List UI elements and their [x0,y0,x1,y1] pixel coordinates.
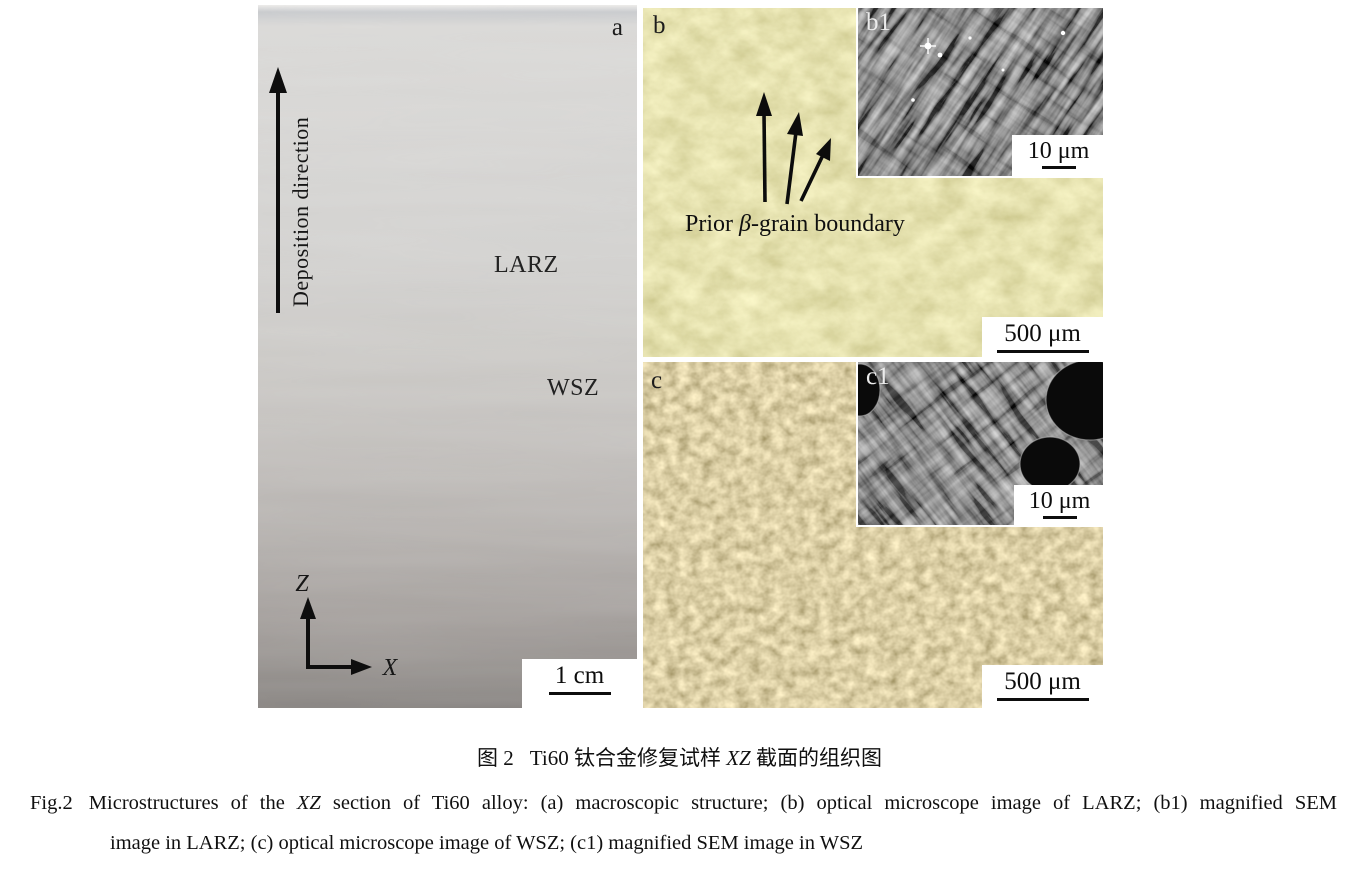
macro-photo-noise [258,5,637,708]
scalebar-c-label: 500 μm [1004,668,1081,695]
panel-label-a: a [611,14,623,41]
panel-a-macro-photo: Z X Deposition direction LARZ WSZ a 1 cm [258,5,637,708]
scalebar-a-line [548,691,611,695]
figure-number-zh: 图 2 [477,746,514,770]
caption-en-post: section of Ti60 alloy: (a) macroscopic s… [320,792,1337,814]
scalebar-box-a: 1 cm [522,659,637,708]
axis-x-label: X [382,655,399,681]
panel-label-c: c [651,367,663,394]
region-label-larz: LARZ [494,252,559,278]
caption-english-line2: image in LARZ; (c) optical microscope im… [110,832,863,854]
annotation-pre: Prior [685,211,739,237]
scalebar-a-label: 1 cm [554,662,605,689]
scalebar-c1-label: 10 μm [1028,488,1091,514]
scalebar-box-b: 500 μm [982,317,1103,357]
caption-zh-pre: Ti60 钛合金修复试样 [529,746,727,770]
caption-english-line1: Fig.2 Microstructures of the XZ section … [30,792,1337,815]
caption-zh-post: 截面的组织图 [750,746,882,770]
deposition-direction-label: Deposition direction [288,116,313,307]
caption-en-italic: XZ [296,792,321,814]
scalebar-b1-line [1041,166,1076,170]
scalebar-box-c1: 10 μm [1014,485,1103,525]
annotation-beta: β [739,211,751,237]
caption-chinese: 图 2 Ti60 钛合金修复试样 XZ 截面的组织图 [0,742,1359,772]
inset-label-c1: c1 [866,363,890,390]
panel-c-optical-wsz: c c1 10 μm [643,362,1103,708]
sem-dark-grains [858,362,1103,492]
scalebar-c-line [996,697,1089,701]
region-label-wsz: WSZ [547,375,600,401]
scalebar-c1-line [1042,516,1077,520]
deposition-arrow-icon: Z X [269,67,399,681]
inset-c1-sem: c1 10 μm [856,362,1103,527]
annotation-post: -grain boundary [750,211,905,237]
axis-z-label: Z [295,571,309,597]
scalebar-b-label: 500 μm [1004,320,1081,347]
grain-boundary-arrows-icon [756,92,831,205]
inset-b1-sem: b1 10 μm [856,8,1103,178]
inset-label-b1: b1 [866,9,891,36]
beta-grain-boundary-annotation: Prior β-grain boundary [685,211,905,238]
scalebar-box-c: 500 μm [982,665,1103,708]
scalebar-b-line [996,349,1089,353]
caption-en-pre: Microstructures of the [88,792,297,814]
panel-b-optical-larz: Prior β-grain boundary b [643,8,1103,357]
caption-zh-italic: XZ [726,746,751,770]
scalebar-box-b1: 10 μm [1012,135,1103,176]
figure-number-en: Fig.2 [30,792,73,814]
scalebar-b1-label: 10 μm [1027,138,1090,164]
sem-bright-spots [911,30,1066,102]
panel-label-b: b [653,12,666,39]
